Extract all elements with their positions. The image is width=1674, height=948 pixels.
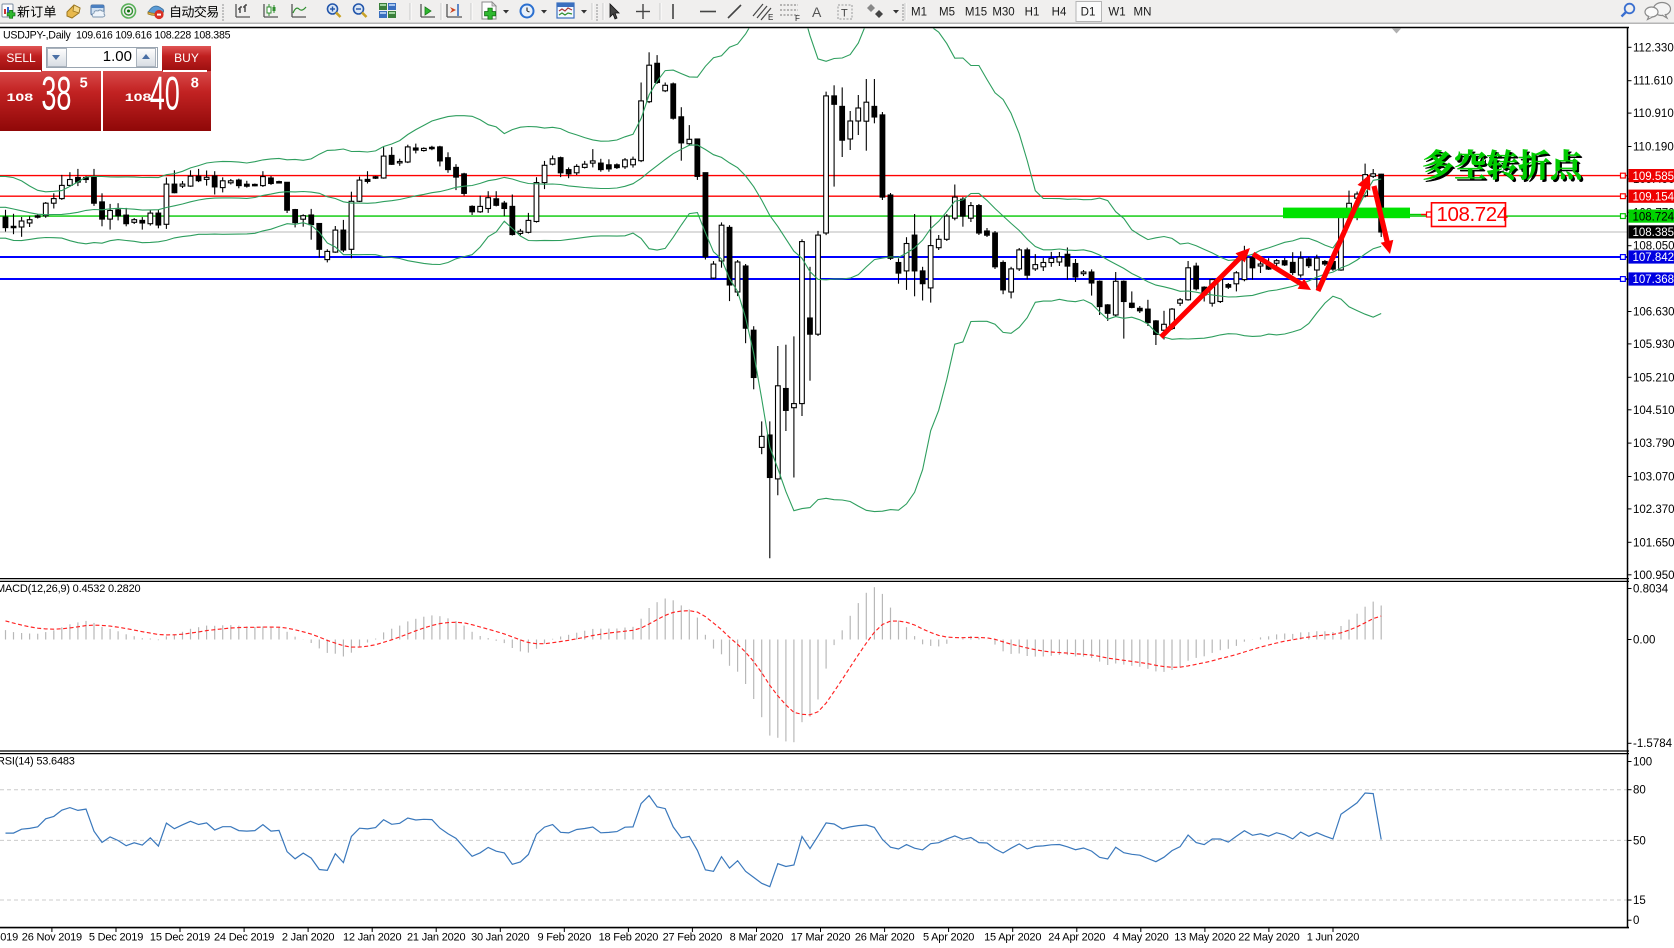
svg-text:0.8034: 0.8034 bbox=[1633, 584, 1669, 596]
svg-text:A: A bbox=[812, 4, 822, 20]
svg-text:108: 108 bbox=[125, 90, 152, 103]
svg-text:26 Nov 2019: 26 Nov 2019 bbox=[22, 932, 82, 944]
svg-text:104.510: 104.510 bbox=[1633, 405, 1674, 417]
svg-text:24 Dec 2019: 24 Dec 2019 bbox=[214, 932, 274, 944]
svg-text:5 Dec 2019: 5 Dec 2019 bbox=[89, 932, 143, 944]
svg-text:T: T bbox=[841, 8, 848, 20]
svg-text:0.00: 0.00 bbox=[1633, 635, 1655, 647]
svg-text:80: 80 bbox=[1633, 785, 1646, 797]
svg-text:8 Mar 2020: 8 Mar 2020 bbox=[730, 932, 784, 944]
svg-text:26 Mar 2020: 26 Mar 2020 bbox=[855, 932, 915, 944]
svg-text:109.585: 109.585 bbox=[1633, 171, 1674, 183]
svg-text:M5: M5 bbox=[939, 7, 955, 19]
svg-text:H1: H1 bbox=[1025, 7, 1040, 19]
svg-text:D1: D1 bbox=[1081, 7, 1096, 19]
svg-text:100.950: 100.950 bbox=[1633, 570, 1674, 582]
svg-text:21 Jan 2020: 21 Jan 2020 bbox=[407, 932, 465, 944]
svg-text:50: 50 bbox=[1633, 836, 1646, 848]
svg-text:E: E bbox=[768, 13, 773, 22]
svg-text:110.910: 110.910 bbox=[1633, 108, 1674, 120]
svg-text:109.154: 109.154 bbox=[1633, 191, 1674, 203]
svg-text:105.210: 105.210 bbox=[1633, 372, 1674, 384]
svg-text:103.790: 103.790 bbox=[1633, 438, 1674, 450]
svg-text:40: 40 bbox=[150, 71, 180, 121]
svg-text:108.724: 108.724 bbox=[1633, 211, 1674, 223]
svg-text:17 Nov 2019: 17 Nov 2019 bbox=[0, 932, 18, 944]
svg-text:106.630: 106.630 bbox=[1633, 307, 1674, 319]
svg-text:108.050: 108.050 bbox=[1633, 241, 1674, 253]
svg-text:2 Jan 2020: 2 Jan 2020 bbox=[282, 932, 335, 944]
svg-text:H4: H4 bbox=[1052, 7, 1067, 19]
svg-text:1 Jun 2020: 1 Jun 2020 bbox=[1307, 932, 1360, 944]
svg-text:12 Jan 2020: 12 Jan 2020 bbox=[343, 932, 401, 944]
svg-text:107.368: 107.368 bbox=[1633, 274, 1674, 286]
svg-text:22 May 2020: 22 May 2020 bbox=[1238, 932, 1299, 944]
svg-text:13 May 2020: 13 May 2020 bbox=[1174, 932, 1235, 944]
svg-text:9 Feb 2020: 9 Feb 2020 bbox=[537, 932, 591, 944]
svg-text:108: 108 bbox=[7, 90, 34, 103]
svg-text:5: 5 bbox=[80, 75, 88, 91]
svg-text:100: 100 bbox=[1633, 757, 1652, 769]
svg-text:102.370: 102.370 bbox=[1633, 504, 1674, 516]
svg-text:W1: W1 bbox=[1108, 7, 1125, 19]
svg-text:-1.5784: -1.5784 bbox=[1633, 738, 1673, 750]
svg-text:M1: M1 bbox=[911, 7, 927, 19]
svg-text:111.610: 111.610 bbox=[1633, 76, 1673, 88]
svg-text:103.070: 103.070 bbox=[1633, 472, 1674, 484]
svg-text:15 Apr 2020: 15 Apr 2020 bbox=[984, 932, 1041, 944]
svg-text:108.385: 108.385 bbox=[1633, 227, 1674, 239]
svg-text:MACD(12,26,9) 0.4532 0.2820: MACD(12,26,9) 0.4532 0.2820 bbox=[0, 583, 140, 595]
svg-text:107.842: 107.842 bbox=[1633, 252, 1674, 264]
svg-text:101.650: 101.650 bbox=[1633, 537, 1674, 549]
svg-text:4 May 2020: 4 May 2020 bbox=[1113, 932, 1169, 944]
svg-text:15 Dec 2019: 15 Dec 2019 bbox=[150, 932, 210, 944]
svg-text:108.724: 108.724 bbox=[1437, 203, 1508, 226]
svg-text:17 Mar 2020: 17 Mar 2020 bbox=[791, 932, 851, 944]
svg-text:M15: M15 bbox=[965, 7, 987, 19]
svg-text:30 Jan 2020: 30 Jan 2020 bbox=[471, 932, 529, 944]
svg-text:24 Apr 2020: 24 Apr 2020 bbox=[1048, 932, 1105, 944]
svg-text:USDJPY-,Daily 109.616 109.616: USDJPY-,Daily 109.616 109.616 108.228 10… bbox=[3, 30, 231, 42]
svg-text:M30: M30 bbox=[992, 7, 1014, 19]
svg-text:MN: MN bbox=[1134, 7, 1152, 19]
svg-text:18 Feb 2020: 18 Feb 2020 bbox=[599, 932, 659, 944]
svg-text:112.330: 112.330 bbox=[1633, 42, 1674, 54]
svg-text:8: 8 bbox=[191, 75, 199, 91]
svg-text:5 Apr 2020: 5 Apr 2020 bbox=[923, 932, 974, 944]
svg-text:15: 15 bbox=[1633, 895, 1646, 907]
svg-text:F: F bbox=[795, 14, 800, 23]
svg-text:38: 38 bbox=[41, 71, 71, 121]
svg-text:27 Feb 2020: 27 Feb 2020 bbox=[663, 932, 723, 944]
svg-text:105.930: 105.930 bbox=[1633, 339, 1674, 351]
svg-text:RSI(14) 53.6483: RSI(14) 53.6483 bbox=[0, 756, 75, 768]
svg-text:0: 0 bbox=[1633, 915, 1639, 927]
svg-text:110.190: 110.190 bbox=[1633, 142, 1674, 154]
